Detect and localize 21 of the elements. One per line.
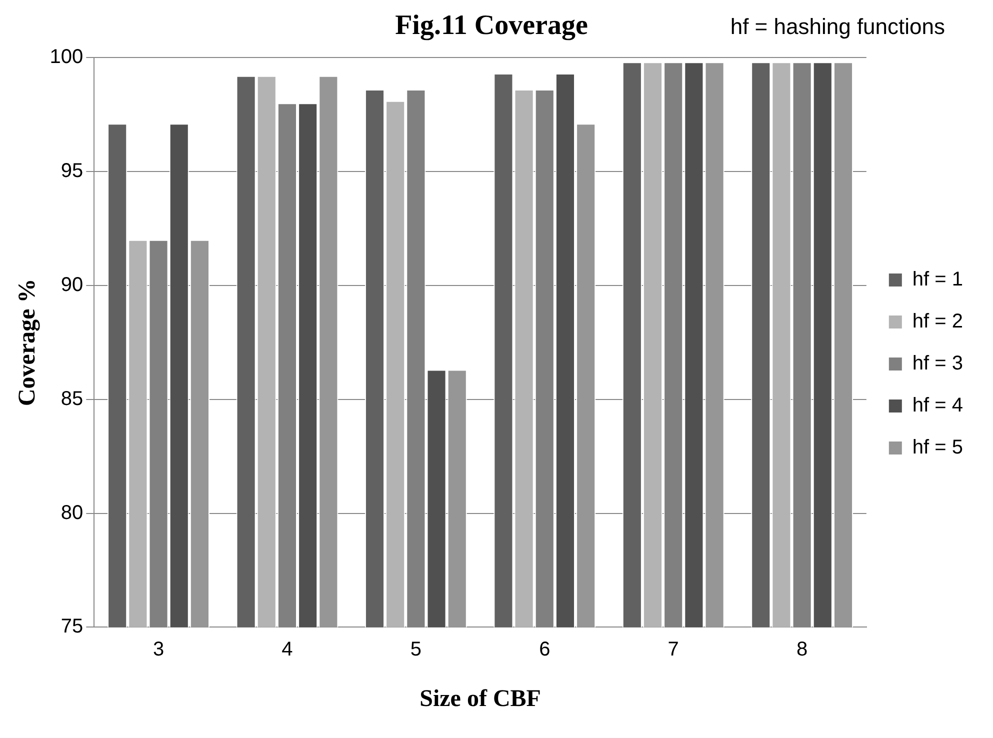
x-tick-label: 7 — [668, 638, 679, 661]
legend-label: hf = 1 — [912, 268, 964, 291]
x-tick-label: 3 — [152, 638, 164, 661]
y-tick-label: 100 — [50, 46, 84, 68]
y-tick-label: 80 — [60, 502, 84, 524]
legend-label: hf = 4 — [912, 394, 964, 417]
legend-label: hf = 5 — [912, 436, 964, 459]
x-tick-label: 8 — [796, 638, 808, 661]
legend-label: hf = 2 — [912, 310, 964, 333]
x-tick-label: 4 — [282, 638, 293, 661]
y-tick-label: 95 — [60, 160, 84, 182]
legend-label: hf = 3 — [912, 352, 964, 375]
y-axis-title: Coverage % — [14, 278, 41, 406]
chart-title: Fig.11 Coverage — [395, 10, 588, 42]
y-tick-label: 85 — [60, 388, 84, 410]
x-tick-label: 6 — [539, 638, 550, 661]
x-axis-title: Size of CBF — [420, 686, 541, 712]
y-tick-label: 90 — [60, 274, 84, 296]
y-tick-label: 75 — [60, 616, 84, 638]
text: hf = hashing functions — [730, 14, 945, 40]
x-tick-label: 5 — [410, 638, 422, 661]
